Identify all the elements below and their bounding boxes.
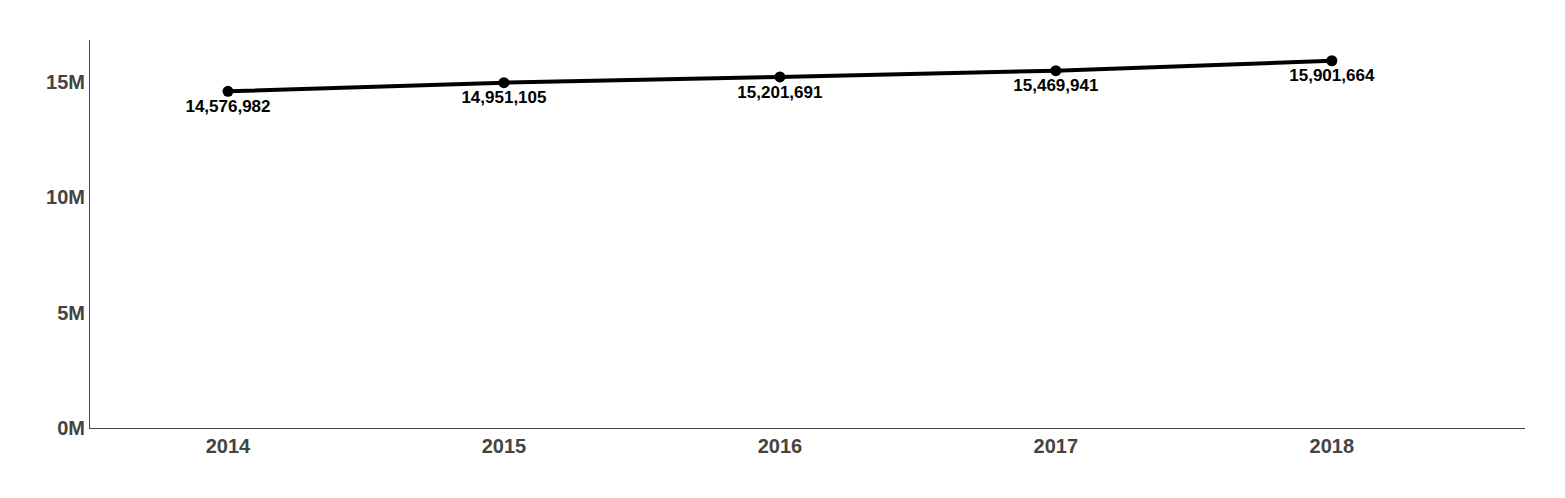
- svg-text:5M: 5M: [57, 302, 85, 324]
- svg-text:15,469,941: 15,469,941: [1013, 76, 1098, 95]
- svg-text:2017: 2017: [1034, 435, 1079, 457]
- svg-text:15M: 15M: [46, 71, 85, 93]
- svg-text:2018: 2018: [1310, 435, 1355, 457]
- svg-text:0M: 0M: [57, 417, 85, 439]
- svg-text:2015: 2015: [482, 435, 527, 457]
- svg-text:14,576,982: 14,576,982: [185, 97, 270, 116]
- svg-text:14,951,105: 14,951,105: [461, 88, 546, 107]
- svg-text:10M: 10M: [46, 186, 85, 208]
- svg-text:15,201,691: 15,201,691: [737, 83, 822, 102]
- svg-text:2016: 2016: [758, 435, 803, 457]
- svg-text:2014: 2014: [206, 435, 251, 457]
- svg-text:15,901,664: 15,901,664: [1289, 66, 1375, 85]
